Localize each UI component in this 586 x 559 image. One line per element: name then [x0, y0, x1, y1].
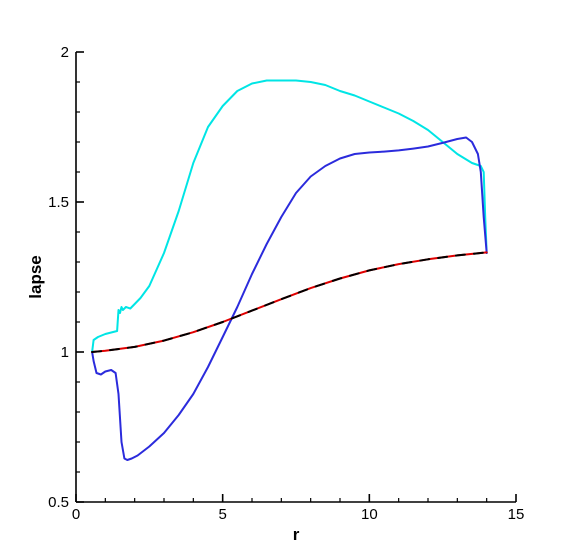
x-tick-label: 15 [508, 506, 525, 523]
y-ticks: 0.5 1 1.5 2 [48, 44, 84, 511]
series-line-1 [91, 79, 488, 353]
y-tick-label: 1.5 [48, 194, 69, 211]
y-tick-label: 0.5 [48, 494, 69, 511]
plot-series [91, 79, 488, 461]
x-tick-label: 10 [361, 506, 378, 523]
x-tick-label: 5 [218, 506, 226, 523]
series-line-3 [91, 251, 488, 353]
y-tick-label: 1 [61, 344, 69, 361]
x-tick-label: 0 [72, 506, 80, 523]
x-ticks: 0 5 10 15 [72, 494, 525, 523]
x-axis-title: r [293, 525, 300, 544]
axes [75, 52, 516, 503]
series-line-4 [91, 251, 488, 353]
y-axis-title: lapse [26, 255, 45, 298]
series-line-2 [91, 136, 488, 461]
y-tick-label: 2 [61, 44, 69, 61]
